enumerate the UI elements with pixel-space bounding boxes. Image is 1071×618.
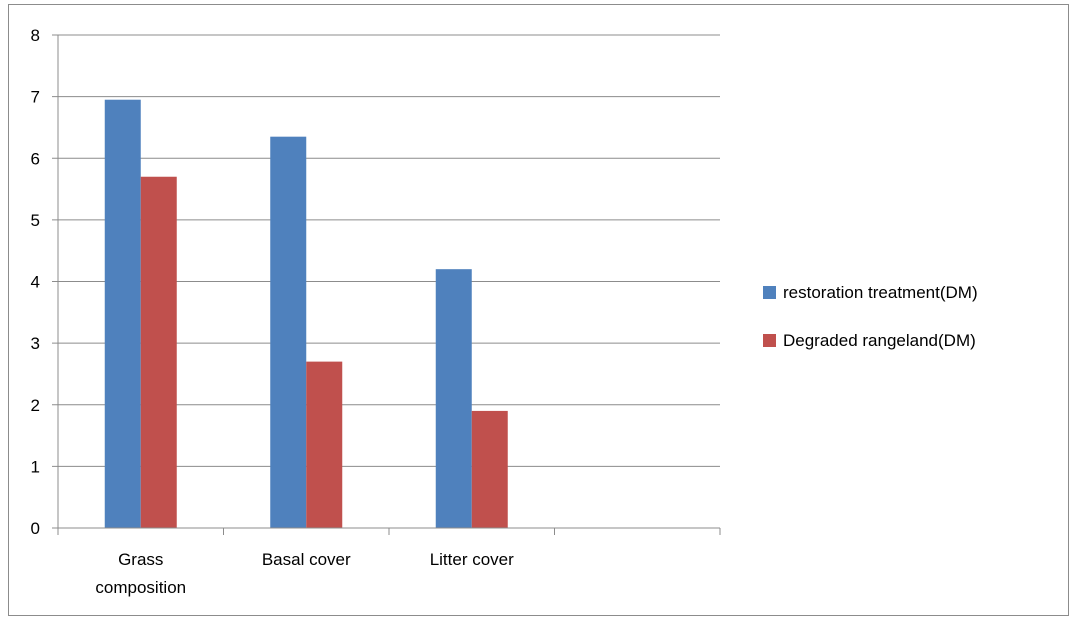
x-category-label: Grass: [118, 550, 163, 569]
y-tick-label: 6: [31, 149, 40, 168]
bar-restoration-1: [270, 136, 307, 528]
y-tick-label: 2: [31, 396, 40, 415]
axes: [52, 34, 721, 535]
bar-restoration-2: [435, 269, 472, 528]
y-tick-label: 7: [31, 88, 40, 107]
x-category-label: Litter cover: [430, 550, 514, 569]
bar-degraded-0: [140, 176, 177, 529]
y-tick-label: 0: [31, 519, 40, 538]
x-category-labels: Grass composition Basal cover Litter cover: [95, 550, 514, 597]
bars: [104, 99, 508, 529]
y-tick-label: 8: [31, 26, 40, 45]
y-tick-labels: 0 1 2 3 4 5 6 7 8: [31, 26, 40, 538]
legend-swatch: [763, 286, 776, 299]
x-category-label: Basal cover: [262, 550, 351, 569]
bar-degraded-1: [306, 361, 343, 528]
y-tick-label: 1: [31, 457, 40, 476]
y-tick-label: 3: [31, 334, 40, 353]
chart-frame: [8, 4, 1069, 616]
bar-restoration-0: [104, 99, 141, 529]
x-category-label: composition: [95, 578, 186, 597]
legend-label: Degraded rangeland(DM): [783, 331, 976, 350]
bar-degraded-2: [471, 410, 508, 528]
legend: restoration treatment(DM) Degraded rangel…: [763, 283, 978, 350]
legend-label: restoration treatment(DM): [783, 283, 978, 302]
y-tick-label: 4: [31, 273, 40, 292]
legend-swatch: [763, 334, 776, 347]
y-tick-label: 5: [31, 211, 40, 230]
